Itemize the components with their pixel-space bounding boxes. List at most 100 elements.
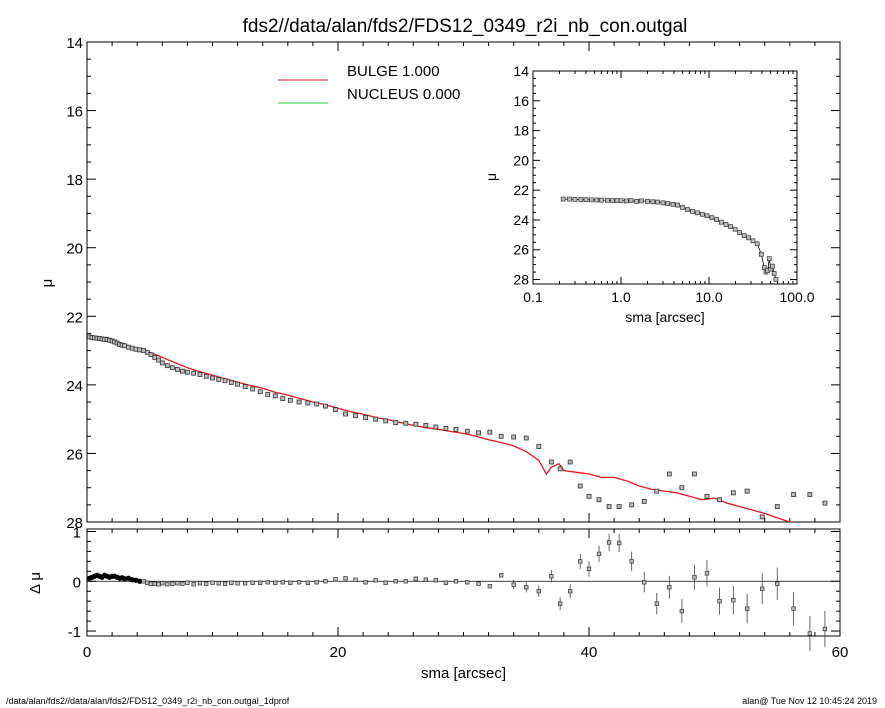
data-point xyxy=(305,400,311,406)
data-point xyxy=(606,504,612,509)
residual-point xyxy=(235,581,240,586)
residual-point xyxy=(148,581,154,586)
data-point xyxy=(257,389,263,395)
data-point xyxy=(235,381,241,387)
inset-data-point xyxy=(746,235,751,241)
inset-data-point xyxy=(675,202,680,208)
residual-point xyxy=(180,581,185,586)
x-tick-label: 60 xyxy=(832,644,849,661)
inset-data-point xyxy=(599,197,604,203)
data-point xyxy=(744,488,750,494)
residual-point xyxy=(791,606,796,611)
inset-y-tick-label: 22 xyxy=(513,182,529,198)
inset-data-point xyxy=(771,271,777,276)
residual-point xyxy=(314,580,319,585)
inset-data-point xyxy=(594,197,600,203)
inset-x-tick-label: 0.1 xyxy=(523,289,543,305)
residual-point xyxy=(536,589,541,594)
inset-x-tick-label: 10.0 xyxy=(695,289,722,305)
residual-point xyxy=(145,580,150,585)
residual-point xyxy=(160,581,165,586)
data-point xyxy=(287,397,293,403)
footer-timestamp: alan@ Tue Nov 12 10:45:24 2019 xyxy=(742,696,877,706)
data-point xyxy=(666,471,672,477)
data-point xyxy=(476,430,481,436)
inset-data-point xyxy=(723,222,729,227)
data-point xyxy=(296,399,302,405)
data-point xyxy=(791,492,796,497)
data-point xyxy=(323,403,328,409)
residual-point xyxy=(353,577,358,582)
residual-point xyxy=(606,540,612,545)
y-tick-label: 14 xyxy=(66,35,83,52)
inset-data-point xyxy=(605,197,610,203)
residual-y-tick-label: 0 xyxy=(73,574,81,591)
residual-point xyxy=(667,585,672,590)
residual-point xyxy=(465,580,470,585)
bulge-model-line xyxy=(89,337,793,522)
residual-point xyxy=(654,601,659,606)
inset-data-point xyxy=(567,196,572,202)
data-point xyxy=(353,413,358,419)
data-point xyxy=(487,429,493,435)
inset-data-point xyxy=(773,277,779,282)
residual-point xyxy=(433,578,439,583)
inset-data-point xyxy=(623,198,629,204)
inset-data-point xyxy=(685,207,690,212)
residual-point xyxy=(242,581,248,586)
inset-y-tick-label: 24 xyxy=(513,212,529,228)
inset-data-point xyxy=(741,233,747,238)
data-point xyxy=(159,360,165,366)
data-point xyxy=(679,485,685,491)
residual-point xyxy=(443,580,449,585)
residual-point xyxy=(692,575,697,580)
data-point xyxy=(717,497,722,503)
residual-point xyxy=(137,578,143,584)
legend-label: BULGE 1.000 xyxy=(347,63,440,80)
inset-data-point xyxy=(628,198,634,203)
data-point xyxy=(759,514,765,520)
residual-y-tick-label: -1 xyxy=(68,624,81,641)
data-point xyxy=(343,411,348,417)
data-point xyxy=(164,363,170,369)
residual-point xyxy=(499,573,504,578)
residual-point xyxy=(185,580,190,585)
footer-file-path: /data/alan/fds2//data/alan/fds2/FDS12_03… xyxy=(6,696,290,706)
data-point xyxy=(393,420,399,425)
residual-point xyxy=(403,579,408,584)
residual-point xyxy=(704,571,710,576)
residual-point xyxy=(413,576,418,581)
residual-point xyxy=(596,551,602,557)
data-point xyxy=(179,368,185,374)
data-point xyxy=(148,352,154,358)
y-tick-label: 16 xyxy=(66,104,83,121)
data-point xyxy=(774,504,780,509)
data-point xyxy=(654,488,660,494)
data-point xyxy=(242,384,248,389)
inset-data-point xyxy=(766,256,772,262)
residual-point xyxy=(476,581,481,586)
data-point xyxy=(464,428,470,434)
data-point xyxy=(333,407,338,412)
residual-point xyxy=(250,580,255,585)
x-tick-label: 20 xyxy=(330,644,347,661)
residual-point xyxy=(373,578,378,583)
residual-point xyxy=(333,577,338,582)
inset-data-point xyxy=(655,199,660,205)
x-axis-label: sma [arcsec] xyxy=(421,665,506,682)
residual-point xyxy=(363,580,368,585)
inset-data-point xyxy=(718,219,724,225)
data-point xyxy=(498,433,504,439)
x-tick-label: 40 xyxy=(581,644,598,661)
residual-point xyxy=(453,579,459,584)
residual-y-tick-label: 1 xyxy=(73,524,81,541)
inset-data-point xyxy=(638,198,644,204)
residual-point xyxy=(343,576,348,581)
data-point xyxy=(191,370,197,376)
data-point xyxy=(272,393,278,399)
residual-point xyxy=(393,579,398,584)
inset-data-point xyxy=(732,226,738,232)
inset-y-tick-label: 26 xyxy=(513,242,529,258)
residual-point xyxy=(170,581,175,586)
inset-data-point xyxy=(572,197,578,202)
